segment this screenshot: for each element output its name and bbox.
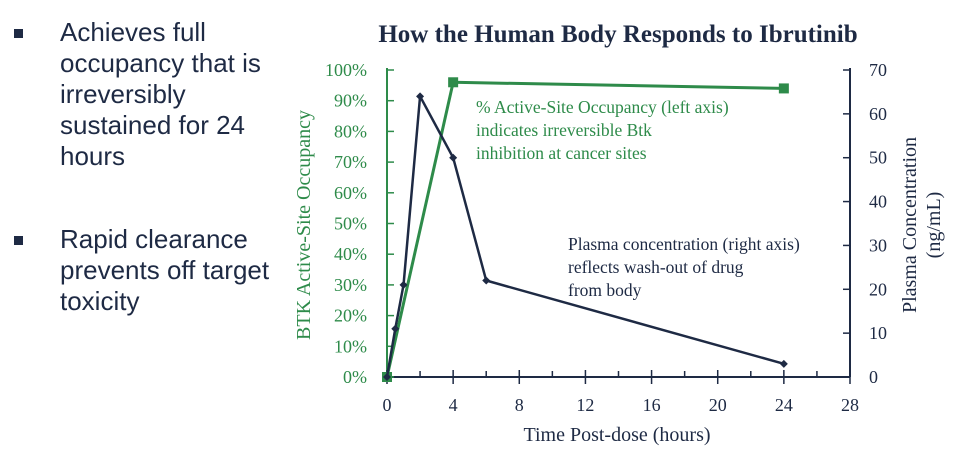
x-tick-label: 12 bbox=[576, 395, 594, 415]
data-point-plasma bbox=[779, 359, 788, 368]
y-tick-label-left: 60% bbox=[334, 183, 367, 203]
annotation-text: Plasma concentration (right axis) bbox=[568, 234, 800, 254]
y-tick-label-right: 0 bbox=[869, 367, 878, 387]
annotation-text: from body bbox=[568, 280, 642, 300]
annotation-text: reflects wash-out of drug bbox=[568, 257, 744, 277]
annotation-text: indicates irreversible Btk bbox=[476, 120, 652, 140]
x-tick-label: 28 bbox=[841, 395, 859, 415]
y-tick-label-left: 20% bbox=[334, 306, 367, 326]
bullet-text: Rapid clearance prevents off target toxi… bbox=[60, 224, 270, 316]
y-tick-label-left: 90% bbox=[334, 91, 367, 111]
x-tick-label: 8 bbox=[515, 395, 524, 415]
y-tick-label-right: 40 bbox=[869, 192, 887, 212]
y-tick-label-right: 50 bbox=[869, 148, 887, 168]
annotation-text: % Active-Site Occupancy (left axis) bbox=[476, 97, 729, 117]
y-axis-label-right: Plasma Concentration (ng/mL) bbox=[899, 137, 945, 313]
data-point-plasma bbox=[449, 153, 458, 162]
data-point-plasma bbox=[482, 276, 491, 285]
y-tick-label-right: 20 bbox=[869, 279, 887, 299]
y-tick-label-right: 30 bbox=[869, 235, 887, 255]
y-tick-label-left: 50% bbox=[334, 214, 367, 234]
data-point-plasma bbox=[399, 280, 408, 289]
y-tick-label-left: 40% bbox=[334, 244, 367, 264]
data-point-plasma bbox=[391, 324, 400, 333]
x-tick-label: 24 bbox=[775, 395, 793, 415]
y-tick-label-right: 70 bbox=[869, 60, 887, 80]
bullet-item: Rapid clearance prevents off target toxi… bbox=[14, 224, 280, 317]
y-tick-label-left: 30% bbox=[334, 275, 367, 295]
x-tick-label: 4 bbox=[449, 395, 458, 415]
bullet-square-icon bbox=[14, 236, 23, 245]
y-tick-label-left: 80% bbox=[334, 121, 367, 141]
data-point-plasma bbox=[383, 373, 391, 381]
y-axis-label-right-line2: (ng/mL) bbox=[923, 192, 945, 259]
x-axis-label: Time Post-dose (hours) bbox=[523, 424, 710, 446]
annotation-text: inhibition at cancer sites bbox=[476, 143, 647, 163]
data-point-plasma bbox=[416, 92, 425, 101]
data-point-occupancy bbox=[778, 83, 789, 94]
y-axis-label-right-line1: Plasma Concentration bbox=[899, 137, 921, 313]
data-point-occupancy bbox=[448, 77, 459, 88]
bullet-item: Achieves full occupancy that is irrevers… bbox=[14, 17, 280, 172]
x-tick-label: 16 bbox=[643, 395, 661, 415]
bullet-text: Achieves full occupancy that is irrevers… bbox=[60, 17, 261, 171]
y-tick-label-right: 10 bbox=[869, 323, 887, 343]
y-tick-label-right: 60 bbox=[869, 104, 887, 124]
y-tick-label-left: 70% bbox=[334, 152, 367, 172]
y-tick-label-left: 10% bbox=[334, 336, 367, 356]
y-tick-label-left: 0% bbox=[343, 367, 367, 387]
bullet-square-icon bbox=[14, 29, 23, 38]
bullet-list: Achieves full occupancy that is irrevers… bbox=[0, 0, 290, 458]
y-axis-label-left: BTK Active-Site Occupancy bbox=[293, 110, 315, 340]
x-tick-label: 0 bbox=[383, 395, 392, 415]
y-tick-label-left: 100% bbox=[325, 60, 367, 80]
x-tick-label: 20 bbox=[709, 395, 727, 415]
chart-title: How the Human Body Responds to Ibrutinib bbox=[378, 21, 857, 48]
